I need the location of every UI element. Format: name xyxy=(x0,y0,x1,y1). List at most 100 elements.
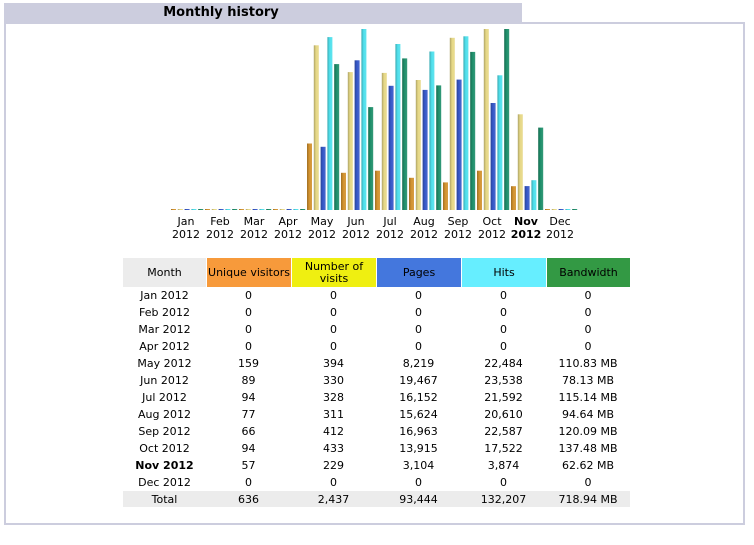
cell-unique-visitors: 0 xyxy=(245,340,252,353)
cell-bandwidth: 62.62 MB xyxy=(561,459,615,472)
cell-pages: 13,915 xyxy=(399,442,438,455)
table-total-row: Total 636 2,437 93,444 132,207 718.94 MB xyxy=(123,491,630,507)
cell-hits: 0 xyxy=(500,476,507,489)
monthly-history-chart: Jan2012Feb2012Mar2012Apr2012May2012Jun20… xyxy=(171,29,578,241)
bar-oct-bandwidth xyxy=(504,29,510,210)
bar-sep-pages xyxy=(456,79,462,210)
table-row: May 2012 159 394 8,219 22,484 110.83 MB xyxy=(123,355,630,372)
table-row: Jul 2012 94 328 16,152 21,592 115.14 MB xyxy=(123,389,630,406)
bar-jun-number-of-visits xyxy=(347,72,353,210)
table-row: Sep 2012 66 412 16,963 22,587 120.09 MB xyxy=(123,423,630,440)
bar-apr-number-of-visits xyxy=(279,209,285,210)
bar-apr-unique-visitors xyxy=(273,209,278,210)
cell-unique-visitors: 0 xyxy=(245,323,252,336)
cell-number-of-visits: 328 xyxy=(323,391,344,404)
cell-month: Sep 2012 xyxy=(138,425,191,438)
bar-oct-unique-visitors xyxy=(477,170,482,210)
x-label-year: 2012 xyxy=(308,228,336,241)
bar-apr-hits xyxy=(293,209,299,210)
cell-pages: 0 xyxy=(415,306,422,319)
cell-hits: 20,610 xyxy=(484,408,523,421)
cell-number-of-visits: 330 xyxy=(323,374,344,387)
bar-may-number-of-visits xyxy=(313,45,319,210)
cell-unique-visitors: 94 xyxy=(241,391,256,404)
bar-jun-hits xyxy=(361,29,367,210)
bar-jul-pages xyxy=(388,85,394,210)
bar-sep-bandwidth xyxy=(470,51,476,211)
cell-pages: 16,152 xyxy=(399,391,438,404)
cell-unique-visitors: 0 xyxy=(245,306,252,319)
x-label-month: Aug xyxy=(413,215,434,228)
bar-aug-bandwidth xyxy=(436,85,442,210)
cell-pages: 0 xyxy=(415,323,422,336)
bar-feb-hits xyxy=(225,209,231,210)
x-label-month: Mar xyxy=(244,215,265,228)
table-row: Dec 2012 0 0 0 0 0 xyxy=(123,474,630,491)
cell-hits: 0 xyxy=(500,340,507,353)
cell-unique-visitors: 89 xyxy=(241,374,256,387)
cell-pages: 3,104 xyxy=(402,459,435,472)
cell-unique-visitors: 77 xyxy=(241,408,256,421)
bar-apr-bandwidth xyxy=(300,209,306,210)
total-bandwidth: 718.94 MB xyxy=(546,491,630,507)
x-label-month: Jun xyxy=(346,215,364,228)
cell-bandwidth: 78.13 MB xyxy=(561,374,615,387)
cell-bandwidth: 0 xyxy=(584,476,592,489)
bar-dec-pages xyxy=(558,209,564,210)
cell-unique-visitors: 159 xyxy=(238,357,259,370)
cell-bandwidth: 115.14 MB xyxy=(558,391,618,404)
cell-month: Jul 2012 xyxy=(142,391,187,404)
table-row: Apr 2012 0 0 0 0 0 xyxy=(123,338,630,355)
total-unique-visitors: 636 xyxy=(206,491,291,507)
bar-aug-unique-visitors xyxy=(409,177,414,210)
cell-hits: 0 xyxy=(500,306,507,319)
table-row: Mar 2012 0 0 0 0 0 xyxy=(123,321,630,338)
cell-number-of-visits: 0 xyxy=(330,289,337,302)
bar-may-hits xyxy=(327,37,333,210)
x-label-year: 2012 xyxy=(511,228,542,241)
cell-hits: 17,522 xyxy=(484,442,523,455)
bar-oct-hits xyxy=(497,75,503,210)
cell-bandwidth: 0 xyxy=(584,323,592,336)
x-label-year: 2012 xyxy=(444,228,472,241)
cell-pages: 15,624 xyxy=(399,408,438,421)
table-row: Aug 2012 77 311 15,624 20,610 94.64 MB xyxy=(123,406,630,423)
section-title: Monthly history xyxy=(163,5,279,20)
cell-bandwidth: 120.09 MB xyxy=(558,425,618,438)
x-label-year: 2012 xyxy=(274,228,302,241)
cell-bandwidth: 0 xyxy=(584,340,592,353)
cell-pages: 0 xyxy=(415,476,422,489)
bar-jan-pages xyxy=(184,209,190,210)
bar-nov-hits xyxy=(531,180,537,210)
bar-jun-bandwidth xyxy=(368,107,374,210)
bar-sep-unique-visitors xyxy=(443,182,448,210)
total-label: Total xyxy=(123,491,206,507)
cell-unique-visitors: 66 xyxy=(241,425,256,438)
header-bandwidth: Bandwidth xyxy=(546,258,630,287)
x-label-month: Apr xyxy=(278,215,298,228)
cell-hits: 0 xyxy=(500,323,507,336)
cell-hits: 21,592 xyxy=(484,391,523,404)
x-label-month: Nov xyxy=(514,215,539,228)
cell-month: Aug 2012 xyxy=(138,408,191,421)
bar-nov-pages xyxy=(524,186,530,210)
cell-number-of-visits: 311 xyxy=(323,408,344,421)
bar-aug-number-of-visits xyxy=(415,80,421,210)
table-row: Jan 2012 0 0 0 0 0 xyxy=(123,287,630,304)
header-number-of-visits: Number of visits xyxy=(291,258,376,287)
cell-hits: 3,874 xyxy=(487,459,520,472)
table-row: Jun 2012 89 330 19,467 23,538 78.13 MB xyxy=(123,372,630,389)
bar-aug-hits xyxy=(429,51,435,210)
chart-month-labels: Jan2012Feb2012Mar2012Apr2012May2012Jun20… xyxy=(172,215,574,241)
cell-pages: 0 xyxy=(415,340,422,353)
bar-sep-hits xyxy=(463,36,469,210)
bar-feb-number-of-visits xyxy=(211,209,217,210)
bar-jul-unique-visitors xyxy=(375,170,380,210)
header-hits: Hits xyxy=(461,258,546,287)
cell-unique-visitors: 57 xyxy=(241,459,256,472)
x-label-month: Dec xyxy=(549,215,570,228)
cell-month: Jan 2012 xyxy=(140,289,189,302)
bar-nov-unique-visitors xyxy=(511,186,516,210)
cell-bandwidth: 0 xyxy=(584,289,592,302)
cell-month: May 2012 xyxy=(137,357,192,370)
